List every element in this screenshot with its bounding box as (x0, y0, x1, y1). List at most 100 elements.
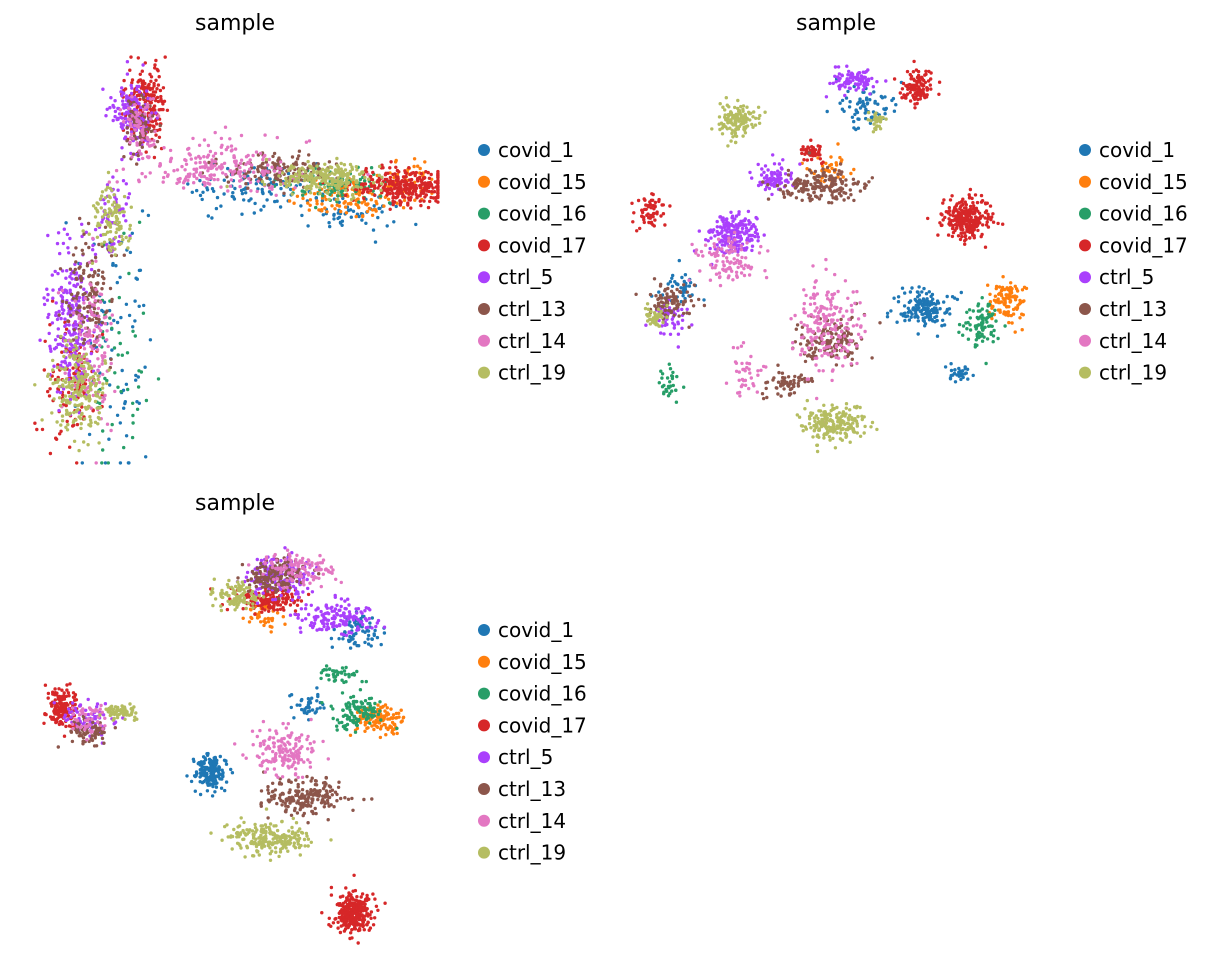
data-point (180, 164, 184, 169)
data-point (238, 165, 242, 170)
data-point (79, 422, 83, 426)
data-point (129, 151, 133, 156)
data-point (67, 301, 72, 306)
data-point (921, 299, 925, 303)
data-point (404, 180, 409, 184)
data-point (950, 194, 954, 198)
data-point (780, 371, 785, 375)
data-point (128, 223, 132, 228)
data-point (798, 162, 802, 166)
data-point (657, 290, 661, 294)
data-point (680, 307, 684, 312)
data-point (844, 178, 848, 182)
data-point (133, 334, 137, 338)
data-point (287, 199, 292, 203)
data-point (60, 419, 65, 423)
data-point (829, 335, 834, 339)
data-point (968, 187, 973, 192)
data-point (782, 192, 786, 196)
data-point (924, 95, 929, 99)
data-point (964, 371, 968, 375)
data-point (106, 461, 111, 465)
data-point (412, 164, 416, 169)
data-point (301, 161, 305, 166)
data-point (394, 175, 398, 179)
data-point (121, 99, 125, 103)
data-point (124, 382, 129, 386)
data-point (116, 106, 120, 111)
data-point (942, 323, 947, 327)
data-point (148, 123, 152, 127)
data-point (92, 295, 96, 299)
data-point (253, 201, 257, 206)
data-point (777, 162, 782, 166)
data-point (416, 164, 420, 168)
data-point (153, 129, 157, 134)
data-point (872, 90, 876, 94)
data-point (392, 183, 397, 188)
data-point (121, 179, 126, 183)
data-point (80, 276, 84, 280)
data-point (100, 391, 105, 395)
data-point (782, 195, 787, 199)
data-point (337, 179, 341, 183)
data-point (219, 204, 223, 208)
data-point (161, 86, 166, 90)
data-point (819, 194, 823, 198)
data-point (966, 337, 971, 341)
data-point (195, 188, 199, 193)
data-point (152, 139, 156, 143)
data-point (815, 315, 819, 319)
data-point (909, 77, 913, 81)
data-point (998, 310, 1002, 314)
data-point (689, 299, 693, 303)
data-point (47, 312, 51, 317)
data-point (120, 122, 125, 126)
data-point (97, 390, 101, 394)
data-point (76, 392, 80, 396)
data-point (408, 172, 412, 177)
data-point (238, 184, 242, 189)
data-point (397, 170, 401, 174)
data-point (813, 309, 817, 313)
data-point (683, 273, 688, 277)
data-point (806, 314, 811, 318)
data-point (666, 282, 670, 286)
data-point (266, 163, 270, 167)
data-point (134, 276, 138, 280)
data-point (870, 356, 874, 360)
data-point (314, 205, 318, 210)
data-point (832, 349, 837, 353)
data-point (963, 242, 967, 246)
data-point (100, 362, 104, 366)
data-point (105, 183, 110, 187)
data-point (120, 146, 124, 150)
data-point (122, 106, 126, 110)
data-point (325, 210, 329, 214)
data-point (52, 347, 57, 351)
data-point (685, 307, 689, 311)
data-point (77, 316, 82, 321)
data-point (760, 167, 764, 171)
data-point (97, 320, 101, 324)
data-point (403, 169, 407, 173)
data-point (212, 173, 216, 177)
data-point (845, 64, 849, 68)
data-point (33, 421, 37, 425)
data-point (776, 169, 780, 173)
data-point (340, 169, 345, 174)
data-point (131, 329, 135, 333)
data-point (917, 285, 921, 289)
data-point (342, 163, 347, 167)
legend-label: ctrl_13 (498, 297, 566, 321)
data-point (256, 165, 260, 169)
data-point (327, 197, 331, 202)
data-point (64, 408, 69, 413)
data-point (808, 199, 812, 203)
data-point (206, 214, 210, 218)
legend-label: ctrl_19 (498, 361, 566, 385)
data-point (935, 334, 940, 338)
data-point (681, 302, 685, 307)
data-point (280, 171, 285, 175)
data-point (971, 373, 975, 378)
